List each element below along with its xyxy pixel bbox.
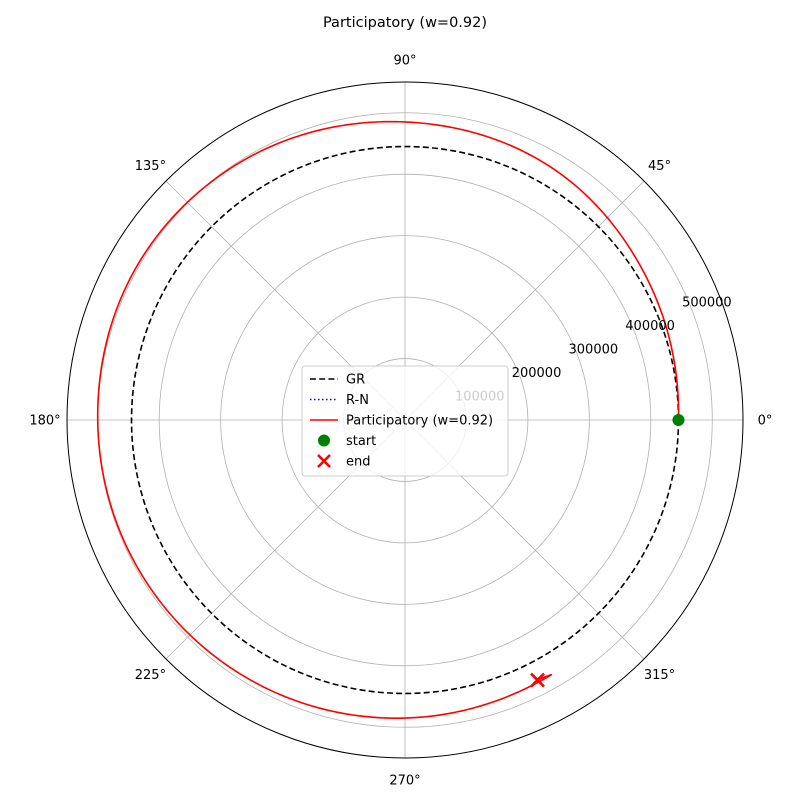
start-marker xyxy=(672,414,685,426)
legend-label: R-N xyxy=(346,393,369,408)
radial-tick-label: 400000 xyxy=(625,319,675,334)
angular-tick-label: 0° xyxy=(758,414,773,429)
radial-tick-label: 300000 xyxy=(569,342,619,357)
legend-label: GR xyxy=(346,373,365,388)
marker-layer xyxy=(530,414,685,688)
radial-tick-label: 200000 xyxy=(512,366,562,381)
legend-swatch xyxy=(318,434,330,447)
legend-label: Participatory (w=0.92) xyxy=(346,414,493,429)
angular-tick-label: 135° xyxy=(135,159,166,174)
legend-box xyxy=(301,365,509,477)
chart-title: Participatory (w=0.92) xyxy=(323,15,487,31)
series-participatory-line xyxy=(96,120,680,719)
radial-tick-label: 500000 xyxy=(682,295,732,310)
angular-tick-label: 90° xyxy=(393,54,416,69)
legend-swatch xyxy=(317,454,331,468)
tick-labels: 0°45°90°135°180°225°270°315°100000200000… xyxy=(29,54,772,789)
angular-tick-label: 45° xyxy=(648,159,671,174)
legend-label: start xyxy=(346,434,376,449)
angular-tick-label: 315° xyxy=(644,668,675,683)
legend-label: end xyxy=(346,455,371,470)
angular-tick-label: 225° xyxy=(135,668,166,683)
legend: GR R-N Participatory (w=0.92) start end xyxy=(301,365,509,477)
angular-tick-label: 180° xyxy=(29,414,60,429)
angular-tick-label: 270° xyxy=(389,774,420,789)
polar-frame xyxy=(66,81,744,759)
end-marker-stroke xyxy=(530,672,545,688)
